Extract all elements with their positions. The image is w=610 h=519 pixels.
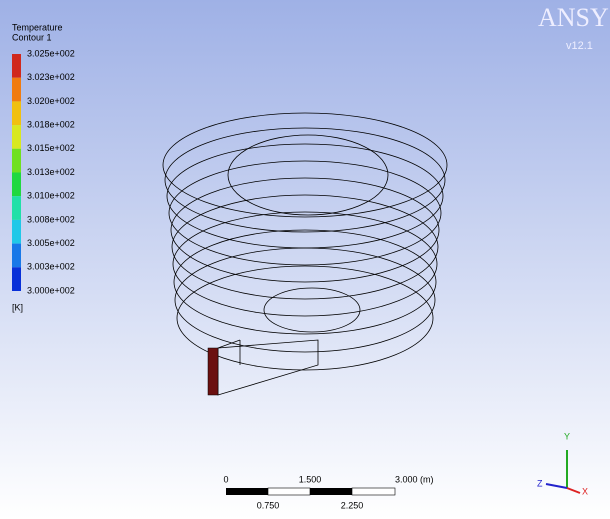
legend-label: 3.020e+002 bbox=[27, 96, 75, 106]
legend-label: 3.003e+002 bbox=[27, 262, 75, 272]
legend-unit: [K] bbox=[12, 302, 23, 312]
legend-band bbox=[12, 78, 21, 102]
axis-y: Y bbox=[564, 431, 570, 441]
viewport: Temperature Contour 1 3.025e+002 3.023e+0… bbox=[0, 0, 610, 519]
scale-label: 0 bbox=[223, 474, 228, 484]
legend-label: 3.013e+002 bbox=[27, 167, 75, 177]
legend-band bbox=[12, 267, 21, 291]
logo: ANSYS bbox=[538, 3, 610, 32]
legend-band bbox=[12, 54, 21, 78]
background bbox=[0, 0, 610, 519]
scale-label: 0.750 bbox=[257, 500, 280, 510]
legend-label: 3.015e+002 bbox=[27, 143, 75, 153]
legend-band bbox=[12, 101, 21, 125]
axis-z: Z bbox=[537, 478, 543, 488]
scale-label: 2.250 bbox=[341, 500, 364, 510]
legend-band bbox=[12, 220, 21, 244]
legend-band bbox=[12, 244, 21, 268]
legend-band bbox=[12, 196, 21, 220]
legend-title: Temperature bbox=[12, 22, 63, 32]
legend-label: 3.025e+002 bbox=[27, 48, 75, 58]
axis-x: X bbox=[582, 486, 588, 496]
scale-label: 3.000 (m) bbox=[395, 474, 434, 484]
scale-label: 1.500 bbox=[299, 474, 322, 484]
legend-subtitle: Contour 1 bbox=[12, 32, 52, 42]
legend-band bbox=[12, 149, 21, 173]
version: v12.1 bbox=[566, 40, 593, 52]
legend-label: 3.018e+002 bbox=[27, 119, 75, 129]
legend-label: 3.000e+002 bbox=[27, 285, 75, 295]
legend-label: 3.008e+002 bbox=[27, 214, 75, 224]
legend-band bbox=[12, 173, 21, 197]
legend-label: 3.005e+002 bbox=[27, 238, 75, 248]
legend-band bbox=[12, 125, 21, 149]
legend-label: 3.010e+002 bbox=[27, 191, 75, 201]
legend-label: 3.023e+002 bbox=[27, 72, 75, 82]
